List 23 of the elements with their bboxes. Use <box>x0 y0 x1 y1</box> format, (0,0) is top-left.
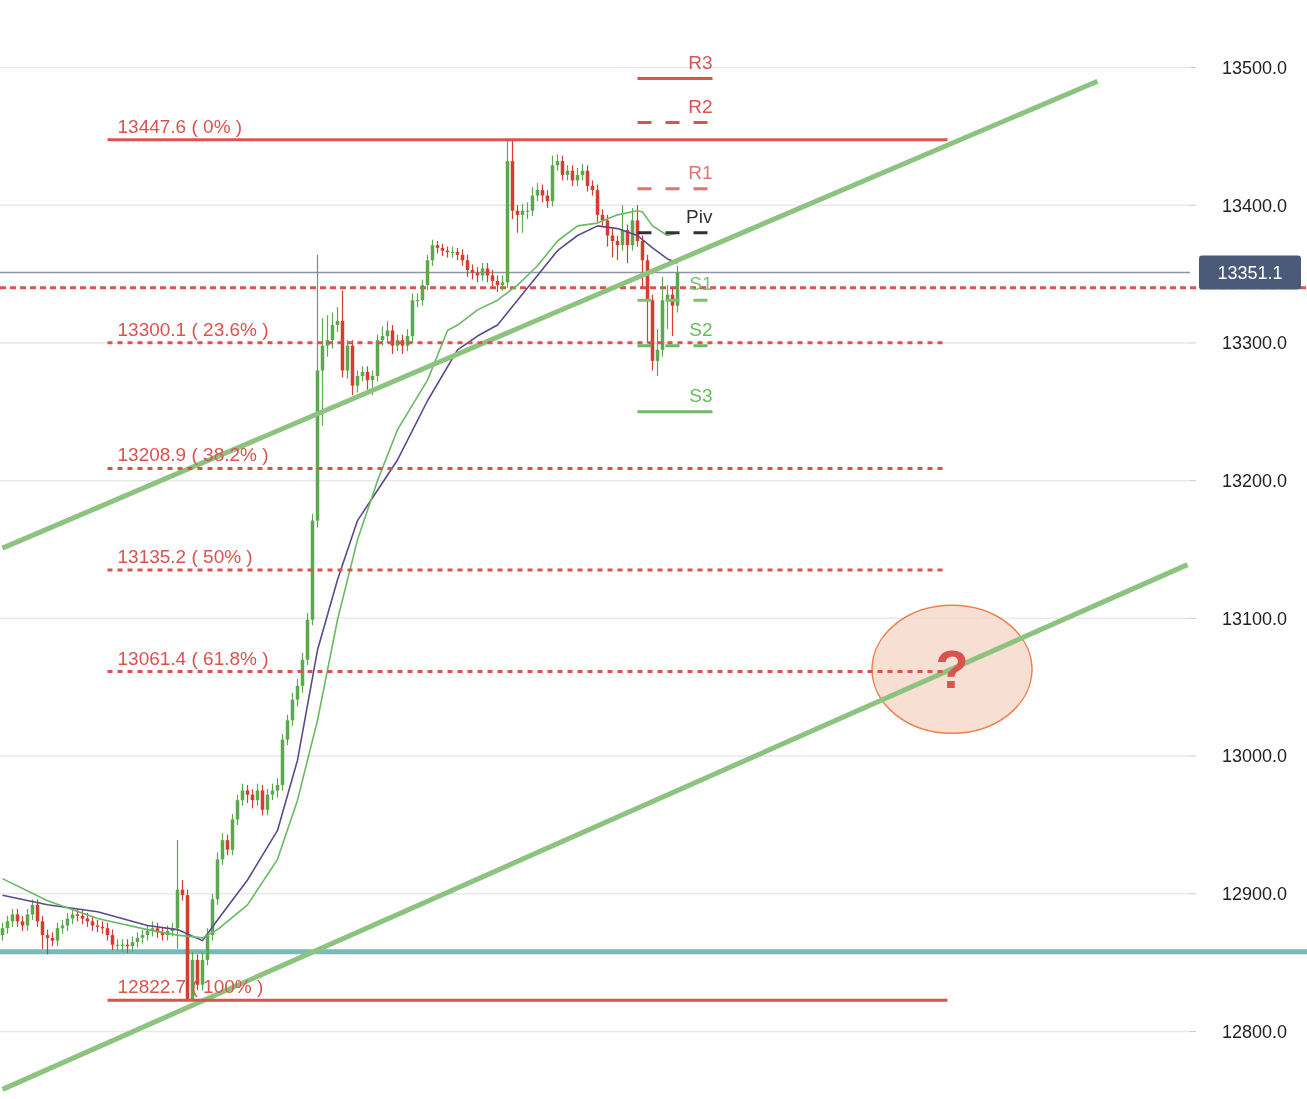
y-tick-label: 12800.0 <box>1221 1021 1287 1042</box>
y-tick-label: 13000.0 <box>1221 746 1287 767</box>
candlestick <box>45 929 50 955</box>
series-label: 13061.4 ( 61.8% ) <box>117 647 269 669</box>
candlestick <box>275 777 280 798</box>
series-label: R1 <box>688 161 713 183</box>
series-label: Piv <box>686 205 713 227</box>
y-tick-label: 13300.0 <box>1221 333 1287 354</box>
y-tick-label: 12900.0 <box>1221 884 1287 905</box>
series-label: R3 <box>688 51 713 73</box>
series-label: R2 <box>688 95 713 117</box>
series-label: 13447.6 ( 0% ) <box>117 115 243 137</box>
candlestick <box>285 714 290 746</box>
series-label: S2 <box>689 318 713 340</box>
candlestick <box>55 922 60 947</box>
y-tick-label: 13200.0 <box>1221 470 1287 491</box>
series-label: 13300.1 ( 23.6% ) <box>117 318 269 340</box>
y-tick-label: 13400.0 <box>1221 195 1287 216</box>
ref-line-label: 13351.1 <box>1217 262 1283 283</box>
y-tick-label: 13100.0 <box>1221 608 1287 629</box>
series-label: 13135.2 ( 50% ) <box>117 545 253 567</box>
series-label: S3 <box>689 384 713 406</box>
y-tick-label: 13500.0 <box>1221 57 1287 78</box>
